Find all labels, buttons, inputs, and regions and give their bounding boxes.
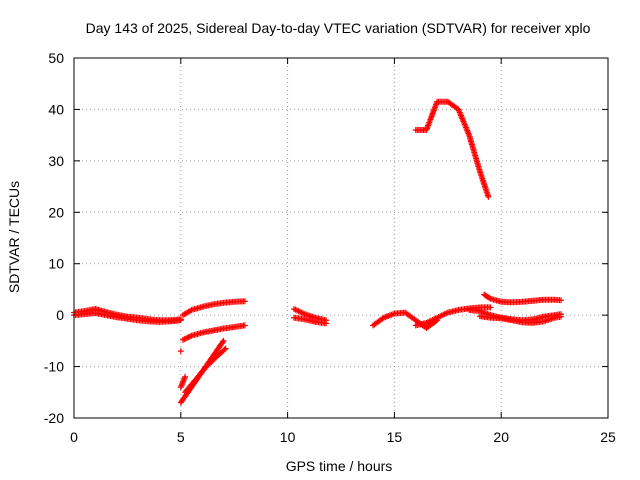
series-arc-6 xyxy=(182,345,229,396)
series-arc-14 xyxy=(481,291,565,306)
series-arc-8 xyxy=(177,373,189,391)
plot-frame xyxy=(73,57,609,419)
data-point xyxy=(241,322,248,329)
data-point xyxy=(485,193,492,200)
data-point xyxy=(221,346,228,353)
data-point xyxy=(323,320,330,327)
data-point xyxy=(177,317,184,324)
series-arc-2 xyxy=(71,310,184,325)
data-point xyxy=(487,304,494,311)
y-tick-label: 40 xyxy=(48,101,64,117)
data-point xyxy=(486,294,493,301)
series-arc-10 xyxy=(291,314,330,327)
y-tick-label: -10 xyxy=(44,359,64,375)
x-tick-label: 0 xyxy=(70,429,78,445)
series-arc-4 xyxy=(179,322,248,343)
series-arc-16 xyxy=(476,313,565,326)
x-tick-label: 15 xyxy=(387,429,403,445)
data-points xyxy=(71,98,565,406)
data-point xyxy=(558,313,565,320)
series-arc-3 xyxy=(179,298,248,319)
x-tick-label: 10 xyxy=(280,429,296,445)
axis-ticks: 0 5 10 15 20 25 -20 -10 0 10 20 30 40 50 xyxy=(44,50,616,445)
data-point xyxy=(222,345,229,352)
data-point xyxy=(219,339,226,346)
x-tick-label: 20 xyxy=(493,429,509,445)
chart-title: Day 143 of 2025, Sidereal Day-to-day VTE… xyxy=(86,20,591,36)
y-tick-label: 0 xyxy=(56,307,64,323)
x-tick-label: 25 xyxy=(600,429,616,445)
data-point xyxy=(182,373,189,380)
data-point xyxy=(220,337,227,344)
data-point xyxy=(177,348,184,355)
y-tick-label: -20 xyxy=(44,410,64,426)
y-tick-label: 50 xyxy=(48,50,64,66)
y-tick-label: 30 xyxy=(48,153,64,169)
data-point xyxy=(241,298,248,305)
y-tick-label: 20 xyxy=(48,204,64,220)
data-point xyxy=(558,297,565,304)
grid xyxy=(74,58,608,418)
x-axis-label: GPS time / hours xyxy=(286,458,393,474)
y-axis-label: SDTVAR / TECUs xyxy=(6,181,22,293)
y-tick-label: 10 xyxy=(48,256,64,272)
series-arc-13 xyxy=(412,98,492,200)
series-arc-7 xyxy=(177,348,184,355)
x-tick-label: 5 xyxy=(177,429,185,445)
